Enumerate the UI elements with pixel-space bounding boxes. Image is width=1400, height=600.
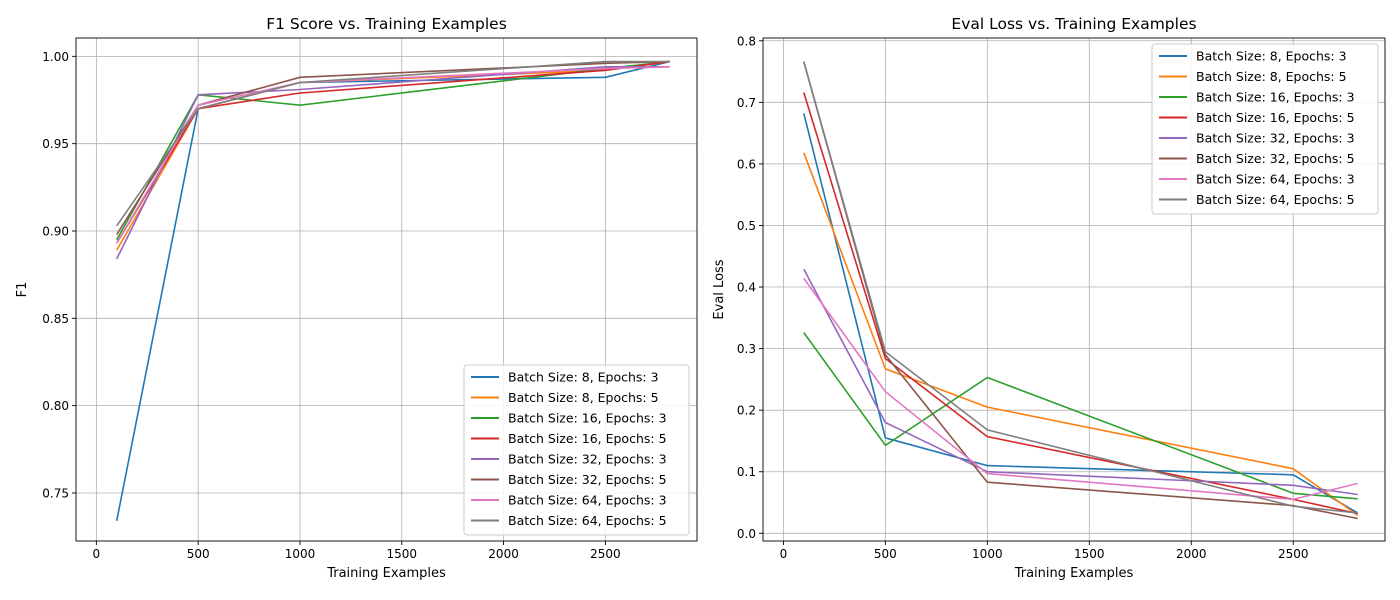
- loss-x-tick-label: 1500: [1074, 547, 1105, 561]
- f1-legend-label: Batch Size: 8, Epochs: 3: [508, 370, 659, 385]
- loss-chart: 0 500 1000 1500 2000 2500 0.0 0.1 0.2 0.3 0.4 0.5 0.…: [712, 15, 1386, 581]
- loss-y-tick-label: 0.0: [737, 527, 756, 541]
- loss-series-line-7: [803, 61, 1358, 514]
- loss-y-tick-label: 0.8: [737, 34, 756, 48]
- loss-y-tick-label: 0.6: [737, 157, 756, 171]
- loss-y-tick-label: 0.7: [737, 96, 756, 110]
- loss-legend-label: Batch Size: 32, Epochs: 5: [1196, 151, 1355, 166]
- loss-x-tick-label: 1000: [972, 547, 1003, 561]
- f1-x-axis-label: Training Examples: [326, 566, 446, 581]
- loss-series-line-2: [803, 332, 1358, 500]
- f1-legend-label: Batch Size: 16, Epochs: 3: [508, 411, 667, 426]
- f1-x-tick-label: 500: [187, 547, 210, 561]
- loss-axes-frame: [762, 37, 1386, 542]
- loss-y-tick-label: 0.2: [737, 404, 756, 418]
- loss-y-axis-label: Eval Loss: [712, 259, 727, 319]
- loss-series-lines: [803, 61, 1359, 520]
- f1-chart-title: F1 Score vs. Training Examples: [266, 15, 507, 33]
- loss-legend-box: [1151, 43, 1379, 215]
- f1-legend-label: Batch Size: 32, Epochs: 3: [508, 452, 667, 467]
- loss-legend-label: Batch Size: 32, Epochs: 3: [1196, 131, 1355, 146]
- f1-x-tick-label: 2500: [590, 547, 621, 561]
- f1-legend-label: Batch Size: 64, Epochs: 5: [508, 513, 667, 528]
- loss-legend-label: Batch Size: 8, Epochs: 3: [1196, 49, 1347, 64]
- loss-series-line-4: [803, 268, 1358, 496]
- f1-legend: Batch Size: 8, Epochs: 3 Batch Size: 8, E…: [463, 364, 690, 536]
- loss-legend-label: Batch Size: 64, Epochs: 3: [1196, 172, 1355, 187]
- loss-x-tick-label: 500: [874, 547, 897, 561]
- f1-y-tick-label: 0.75: [42, 486, 69, 500]
- f1-legend-label: Batch Size: 16, Epochs: 5: [508, 431, 667, 446]
- f1-x-tick-label: 1000: [285, 547, 316, 561]
- loss-chart-title: Eval Loss vs. Training Examples: [951, 15, 1196, 33]
- loss-series-line-1: [803, 152, 1359, 517]
- f1-x-tick-label: 1500: [386, 547, 417, 561]
- loss-series-line-0: [803, 113, 1359, 514]
- loss-legend-label: Batch Size: 8, Epochs: 5: [1196, 69, 1347, 84]
- f1-y-tick-label: 0.90: [42, 224, 69, 238]
- f1-y-tick-label: 0.95: [42, 137, 69, 151]
- f1-y-tick-label: 0.85: [42, 312, 69, 326]
- f1-y-axis-label: F1: [15, 282, 30, 298]
- f1-y-tick-label: 0.80: [42, 399, 69, 413]
- f1-axes-frame: [75, 37, 698, 542]
- f1-legend-label: Batch Size: 64, Epochs: 3: [508, 493, 667, 508]
- loss-legend-label: Batch Size: 16, Epochs: 5: [1196, 110, 1355, 125]
- f1-legend-box: [463, 364, 690, 536]
- loss-legend-label: Batch Size: 16, Epochs: 3: [1196, 90, 1355, 105]
- loss-x-tick-label: 2500: [1278, 547, 1309, 561]
- loss-series-line-3: [803, 92, 1358, 515]
- f1-series-lines: [115, 60, 670, 522]
- f1-legend-label: Batch Size: 8, Epochs: 5: [508, 390, 659, 405]
- loss-legend: Batch Size: 8, Epochs: 3 Batch Size: 8, E…: [1151, 43, 1379, 215]
- f1-x-tick-label: 2000: [488, 547, 519, 561]
- f1-x-tick-label: 0: [93, 547, 101, 561]
- loss-y-tick-label: 0.3: [737, 342, 756, 356]
- f1-chart: 0 500 1000 1500 2000 2500 0.75 0.80 0.85 0.90 0.95…: [15, 15, 698, 581]
- f1-series-line-7: [116, 60, 670, 227]
- loss-y-tick-label: 0.5: [737, 219, 756, 233]
- loss-x-tick-label: 2000: [1176, 547, 1207, 561]
- loss-x-tick-label: 0: [780, 547, 788, 561]
- f1-y-tick-label: 1.00: [42, 50, 69, 64]
- loss-y-tick-label: 0.4: [737, 281, 756, 295]
- f1-legend-label: Batch Size: 32, Epochs: 5: [508, 472, 667, 487]
- loss-legend-label: Batch Size: 64, Epochs: 5: [1196, 192, 1355, 207]
- loss-x-axis-label: Training Examples: [1014, 566, 1134, 581]
- loss-y-tick-label: 0.1: [737, 465, 756, 479]
- loss-series-line-6: [803, 277, 1358, 501]
